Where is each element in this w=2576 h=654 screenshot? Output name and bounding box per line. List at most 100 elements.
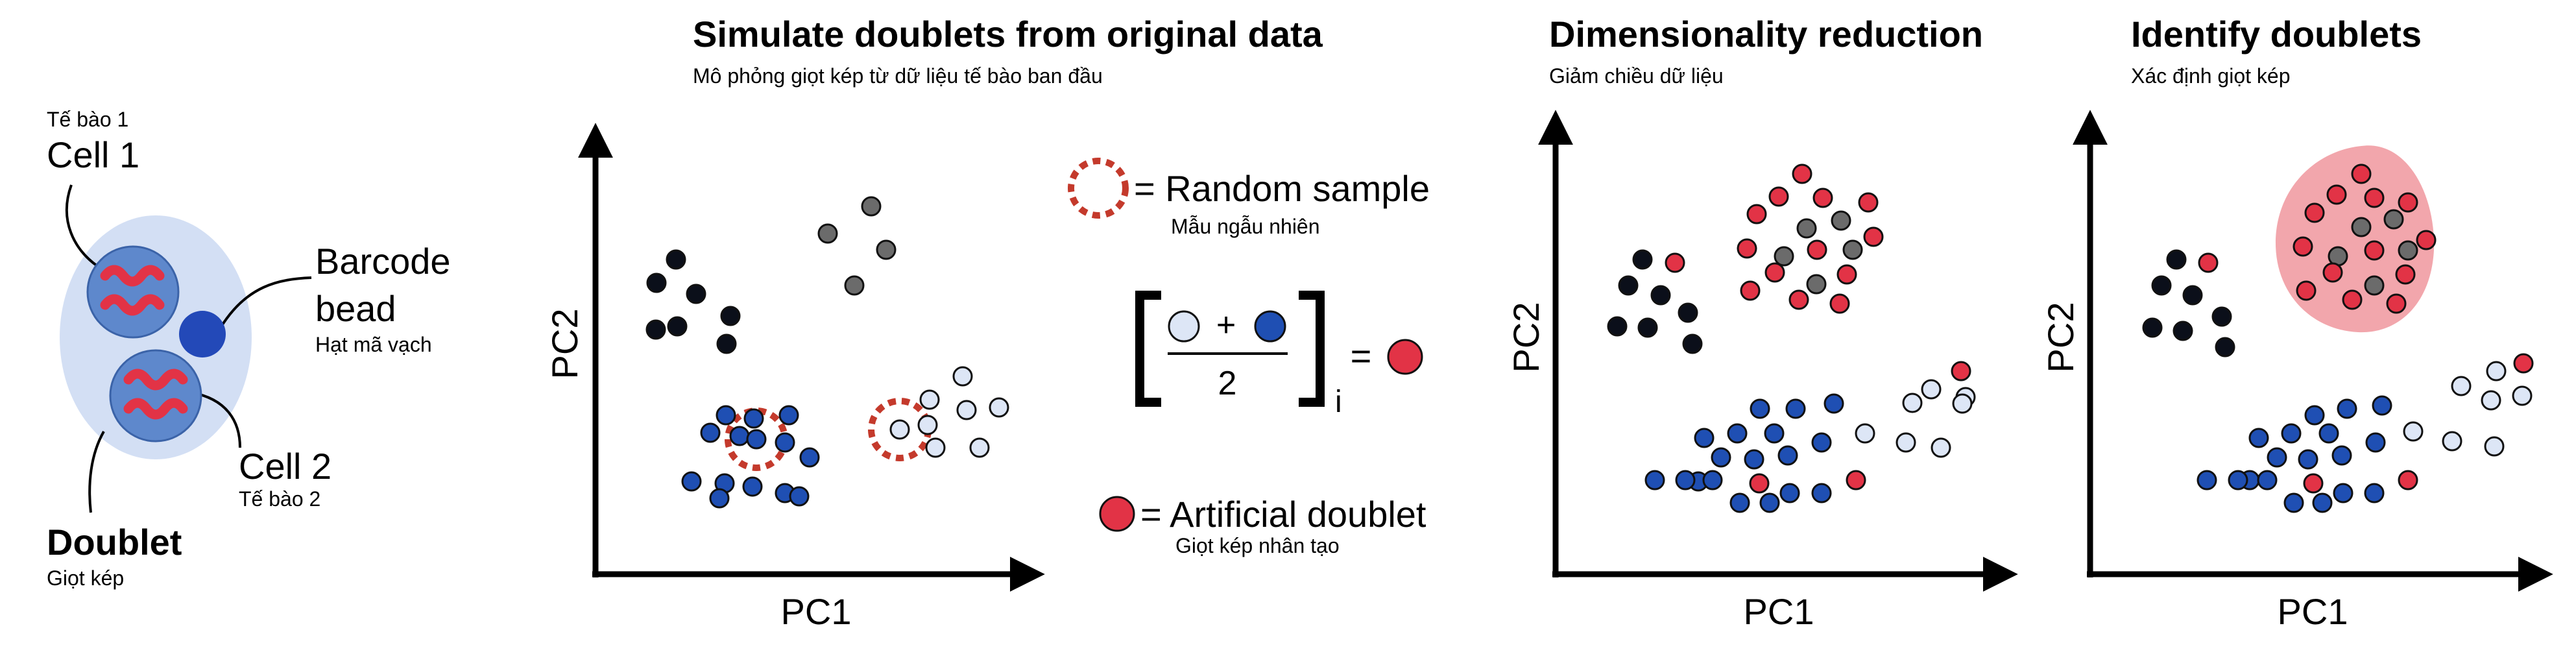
y-axis-label: PC2 xyxy=(1506,302,1547,373)
dna-squiggle-icon xyxy=(123,369,188,391)
black-cell-point xyxy=(1682,333,1703,354)
panel-subtitle: Mô phỏng giọt kép từ dữ liệu tế bào ban … xyxy=(693,64,1103,88)
doublet-point xyxy=(2293,236,2313,257)
blue-cell-point xyxy=(700,422,721,443)
light-cell-point xyxy=(925,437,946,458)
light-cell-point xyxy=(2481,390,2501,411)
doublet-point xyxy=(2386,293,2407,314)
doublet-result-icon xyxy=(1387,339,1423,375)
blue-cell-point xyxy=(2365,432,2386,453)
doublet-point xyxy=(2296,280,2317,301)
doublet-point xyxy=(2304,202,2325,223)
blue-cell-point xyxy=(1711,447,1731,468)
bead-sub-label: Hạt mã vạch xyxy=(315,333,432,356)
black-cell-point xyxy=(666,249,686,270)
blue-cell-point xyxy=(2228,470,2248,490)
blue-cell-point xyxy=(1824,393,1844,414)
panel-subtitle: Xác định giọt kép xyxy=(2131,64,2291,88)
gray-cell-point xyxy=(876,239,897,260)
formula-denominator: 2 xyxy=(1218,365,1237,402)
formula-plus: + xyxy=(1216,306,1236,344)
cell2-sub-label: Tế bào 2 xyxy=(239,487,320,511)
black-cell-point xyxy=(2215,337,2235,357)
doublet-point xyxy=(1737,238,1757,259)
blue-cell-point xyxy=(1729,492,1750,513)
panel-title: Dimensionality reduction xyxy=(1549,14,1983,54)
bead-label-line2: bead xyxy=(315,288,396,329)
doublet-label: Doublet xyxy=(47,522,182,563)
formula-equals: = xyxy=(1351,335,1372,376)
light-cell-icon xyxy=(1168,310,1200,343)
blue-cell-point xyxy=(789,486,810,507)
bead-label-line1: Barcode xyxy=(315,241,451,282)
blue-cell-point xyxy=(1694,428,1715,448)
doublet-point xyxy=(2322,262,2343,283)
light-cell-point xyxy=(969,437,990,458)
black-cell-point xyxy=(2142,317,2163,338)
doublet-point xyxy=(2398,470,2418,490)
black-cell-point xyxy=(1637,317,1658,338)
cell2-leader-line xyxy=(191,391,241,448)
panel-points xyxy=(2142,164,2534,513)
blue-cell-point xyxy=(1644,470,1665,490)
doublet-leader-line xyxy=(88,431,105,513)
cell-2 xyxy=(109,349,202,442)
doublet-point xyxy=(2416,230,2437,250)
blue-cell-point xyxy=(746,429,767,450)
black-cell-point xyxy=(2173,321,2193,341)
blue-cell-point xyxy=(709,488,730,509)
blue-cell-point xyxy=(716,405,736,426)
bracket-left xyxy=(1135,291,1161,407)
doublet-point xyxy=(1846,470,1866,490)
legend-random-sample: = Random sample xyxy=(1134,168,1430,209)
black-cell-point xyxy=(667,316,688,337)
panel-identify: Identify doublets Xác định giọt kép PC2 … xyxy=(2040,14,2553,632)
panel-subtitle: Giảm chiều dữ liệu xyxy=(1549,64,1724,88)
bracket-right xyxy=(1299,291,1325,407)
blue-cell-point xyxy=(2283,492,2304,513)
doublet-point xyxy=(2351,164,2372,184)
light-cell-point xyxy=(1896,432,1916,453)
light-cell-point xyxy=(2442,431,2462,452)
blue-cell-point xyxy=(2267,447,2287,468)
formula-index: i xyxy=(1335,385,1342,419)
doublet-point xyxy=(1792,164,1812,184)
blue-cell-point xyxy=(1811,483,1832,503)
blue-cell-point xyxy=(1779,483,1800,503)
gray-cell-point xyxy=(861,196,882,217)
legend-artificial-doublet: = Artificial doublet xyxy=(1140,494,1426,535)
blue-cell-point xyxy=(2298,449,2318,470)
cell1-label: Cell 1 xyxy=(47,134,139,175)
light-cell-point xyxy=(889,419,910,440)
doublet-point xyxy=(2364,240,2385,261)
light-cell-point xyxy=(1902,393,1923,413)
bead-leader-line xyxy=(219,276,312,329)
doublet-point xyxy=(1829,293,1850,314)
doublet-point xyxy=(1951,361,1971,382)
doublet-point xyxy=(1746,204,1767,224)
blue-cell-point xyxy=(681,471,702,492)
cell1-leader-line xyxy=(65,184,99,267)
doublet-point xyxy=(2364,188,2385,208)
blue-cell-point xyxy=(2372,395,2392,416)
artificial-doublet-icon xyxy=(1099,496,1135,532)
gray-cell-point xyxy=(1831,210,1851,231)
doublet-point xyxy=(2303,473,2324,494)
x-axis-label: PC1 xyxy=(1744,591,1814,632)
panel-title: Identify doublets xyxy=(2131,14,2422,54)
panel-points xyxy=(1607,164,1976,513)
gray-cell-point xyxy=(2351,217,2372,237)
blue-cell-point xyxy=(1750,398,1770,419)
blue-cell-point xyxy=(742,476,763,497)
black-cell-point xyxy=(2211,306,2232,327)
doublet-point xyxy=(1749,473,1770,494)
blue-cell-point xyxy=(1785,398,1806,419)
black-cell-point xyxy=(2151,275,2172,296)
black-cell-point xyxy=(1618,275,1639,296)
light-cell-point xyxy=(1931,437,1951,458)
blue-cell-point xyxy=(799,447,820,468)
blue-cell-point xyxy=(1702,470,1723,490)
dna-squiggle-icon xyxy=(123,398,188,420)
